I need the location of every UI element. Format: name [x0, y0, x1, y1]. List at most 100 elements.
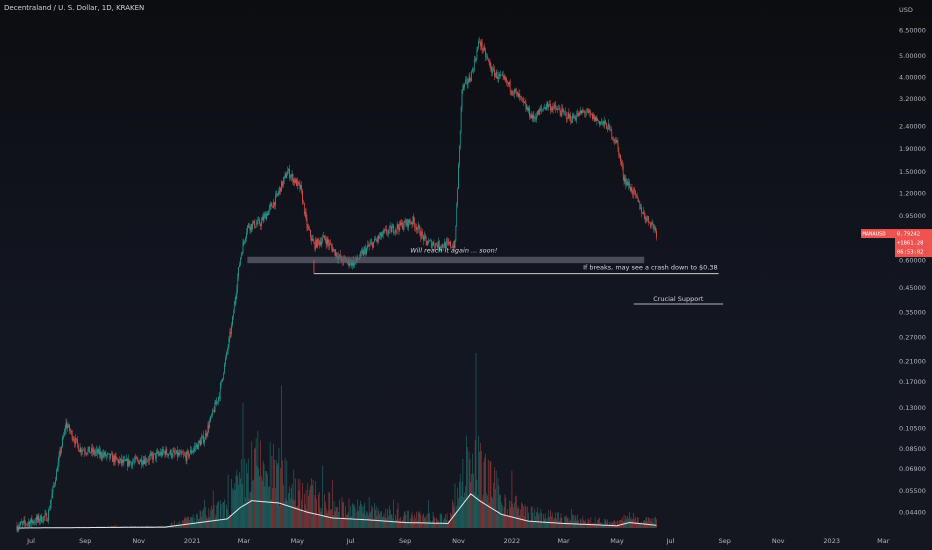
- candle-body: [186, 455, 187, 460]
- volume-bar: [514, 503, 515, 528]
- candle-body: [160, 452, 161, 455]
- volume-bar: [319, 492, 320, 528]
- candle-body: [396, 230, 397, 231]
- volume-bar: [353, 504, 354, 528]
- candle-body: [41, 515, 42, 522]
- volume-bar: [574, 521, 575, 528]
- volume-bar: [440, 514, 441, 528]
- candle-body: [202, 436, 203, 438]
- volume-bar: [614, 520, 615, 528]
- candle-body: [405, 221, 406, 223]
- volume-bar: [271, 500, 272, 528]
- candle-body: [265, 214, 266, 219]
- candle-body: [75, 438, 76, 444]
- candle-body: [427, 244, 428, 245]
- candle-body: [177, 450, 178, 456]
- volume-bar: [619, 520, 620, 528]
- candle-body: [326, 241, 327, 245]
- candle-body: [403, 227, 404, 229]
- time-axis[interactable]: Jul Sep Nov 2021 Mar May Jul Sep Nov 2022 Mar May Ju…: [26, 537, 890, 545]
- candle-body: [506, 78, 507, 82]
- volume-bar: [577, 514, 578, 528]
- candle-body: [493, 69, 494, 70]
- candle-body: [200, 442, 201, 446]
- volume-bar: [279, 448, 280, 528]
- volume-bar: [348, 512, 349, 528]
- candle-body: [581, 110, 582, 113]
- volume-bar: [303, 512, 304, 528]
- volume-bar: [186, 519, 187, 528]
- candle-body: [420, 227, 421, 235]
- volume-bar: [328, 511, 329, 528]
- volume-bar: [385, 508, 386, 528]
- volume-bar: [257, 466, 258, 528]
- volume-bar: [372, 508, 373, 528]
- candle-body: [482, 42, 483, 50]
- volume-bar: [445, 514, 446, 528]
- candle-body: [593, 115, 594, 119]
- volume-bar: [383, 517, 384, 528]
- volume-bar: [519, 508, 520, 528]
- candle-body: [96, 450, 97, 452]
- volume-bar: [196, 514, 197, 528]
- volume-bar: [251, 441, 252, 528]
- volume-bar: [646, 518, 647, 529]
- volume-bar: [385, 517, 386, 528]
- candle-body: [521, 97, 522, 98]
- price-axis-tick: 0.35000: [899, 308, 926, 316]
- volume-bar: [343, 502, 344, 528]
- volume-bar: [622, 517, 623, 528]
- candle-body: [368, 245, 369, 246]
- candle-body: [131, 462, 132, 466]
- candle-body: [217, 401, 218, 402]
- candle-body: [495, 75, 496, 77]
- candle-body: [282, 181, 283, 186]
- volume-bar: [184, 518, 185, 528]
- volume-bar: [550, 510, 551, 528]
- volume-bar: [427, 521, 428, 528]
- volume-bar: [332, 480, 333, 528]
- candle-body: [105, 452, 106, 456]
- candle-body: [77, 440, 78, 445]
- price-axis[interactable]: USD 6.50000 5.00000 4.00000 3.20000 2.40000 1.…: [899, 6, 926, 517]
- candle-body: [51, 499, 52, 504]
- candle-body: [333, 249, 334, 251]
- candle-body: [556, 109, 557, 110]
- candle-body: [277, 194, 278, 195]
- volume-bar: [274, 460, 275, 528]
- volume-bar: [448, 524, 449, 528]
- candle-body: [285, 174, 286, 176]
- volume-bar: [460, 474, 461, 528]
- volume-bar: [296, 507, 297, 528]
- volume-bar: [333, 515, 334, 528]
- candle-body: [64, 430, 65, 435]
- volume-bar: [314, 514, 315, 528]
- candle-body: [121, 458, 122, 463]
- time-axis-tick: Nov: [132, 537, 145, 545]
- candle-body: [84, 450, 85, 452]
- volume-bar: [285, 458, 286, 528]
- candle-body: [95, 451, 96, 452]
- candle-body: [214, 410, 215, 412]
- candle-body: [411, 223, 412, 224]
- candle-body: [286, 174, 287, 178]
- candle-body: [314, 243, 315, 249]
- candle-body: [644, 212, 645, 216]
- volume-bar: [521, 502, 522, 528]
- volume-bar: [655, 517, 656, 528]
- volume-bar: [300, 511, 301, 528]
- candle-body: [599, 121, 600, 124]
- candle-body: [102, 457, 103, 458]
- candle-body: [564, 112, 565, 113]
- candle-body: [323, 236, 324, 238]
- volume-bar: [195, 523, 196, 528]
- candle-body: [159, 454, 160, 455]
- candle-body: [387, 233, 388, 234]
- volume-bar: [324, 494, 325, 528]
- volume-bar: [362, 507, 363, 528]
- candles: [17, 37, 657, 533]
- candle-body: [273, 202, 274, 208]
- volume-bar: [592, 523, 593, 528]
- volume-bar: [295, 478, 296, 528]
